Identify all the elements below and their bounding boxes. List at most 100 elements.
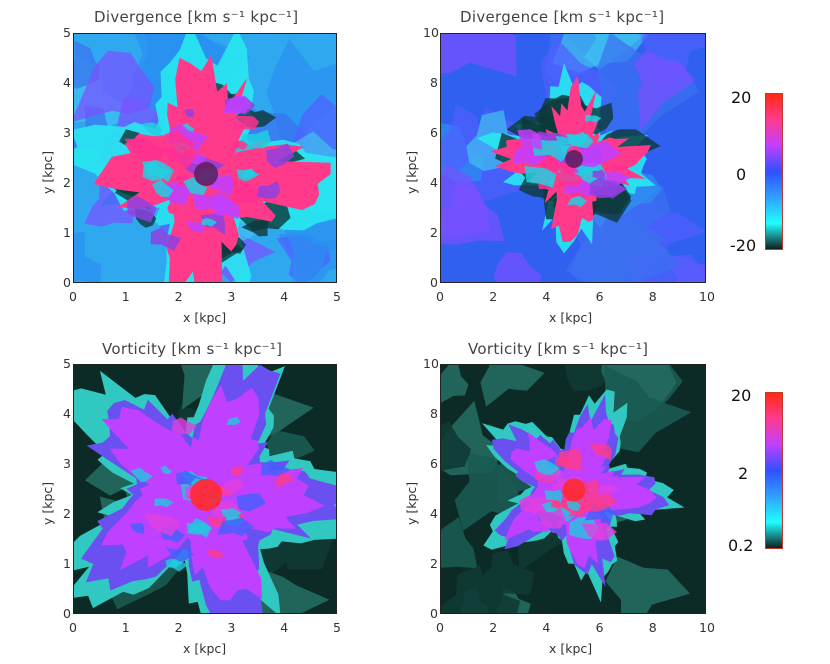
heatmap-svg-0	[74, 34, 336, 282]
y-tick-label: 8	[430, 75, 438, 90]
vorticity-speckle	[519, 496, 540, 514]
vorticity-speckle	[260, 459, 291, 477]
y-tick-label: 2	[430, 556, 438, 571]
heatmap-svg-2	[74, 365, 336, 613]
vorticity-speckle	[154, 498, 174, 508]
core-speckle	[231, 182, 264, 204]
vorticity-speckle	[536, 509, 566, 529]
vorticity-map-5kpc	[73, 364, 337, 614]
y-tick-label: 4	[63, 75, 71, 90]
heatmap-svg-3	[441, 365, 705, 613]
core-speckle	[585, 114, 602, 123]
core-speckle	[151, 179, 174, 198]
x-tick-label: 6	[595, 289, 604, 304]
x-tick-label: 2	[174, 620, 183, 635]
panel-title-divergence-left: Divergence [km s⁻¹ kpc⁻¹]	[94, 8, 299, 26]
core-speckle	[186, 221, 206, 233]
divergence-map-5kpc	[73, 33, 337, 283]
x-tick-label: 0	[436, 289, 444, 304]
core-speckle	[201, 218, 218, 227]
vorticity-speckle	[551, 500, 561, 511]
core-speckle	[266, 143, 295, 169]
vorticity-speckle	[589, 444, 612, 460]
background-patch	[441, 517, 478, 569]
core-speckle	[140, 122, 162, 137]
ylabel-2: y [kpc]	[40, 481, 55, 525]
x-tick-label: 8	[648, 620, 657, 635]
x-tick-label: 2	[489, 620, 498, 635]
vorticity-speckle	[550, 482, 561, 490]
vort-cbar-label-top: 20	[731, 386, 752, 405]
x-tick-label: 6	[595, 620, 604, 635]
x-tick-label: 5	[333, 620, 341, 635]
galaxy-centre	[562, 478, 586, 502]
x-tick-label: 4	[280, 620, 289, 635]
y-tick-label: 3	[63, 456, 71, 471]
x-tick-label: 10	[699, 620, 715, 635]
x-tick-label: 4	[542, 620, 551, 635]
x-tick-label: 0	[69, 620, 77, 635]
galaxy-centre	[194, 162, 218, 186]
core-speckle	[126, 195, 157, 223]
xlabel-3: x [kpc]	[549, 641, 593, 656]
background-patch	[480, 365, 545, 407]
heatmap-svg-1	[441, 34, 705, 282]
y-tick-label: 0	[63, 606, 71, 621]
y-tick-label: 2	[430, 225, 438, 240]
vorticity-map-10kpc	[440, 364, 706, 614]
y-tick-label: 3	[63, 125, 71, 140]
core-speckle	[233, 115, 260, 130]
y-tick-label: 2	[63, 506, 71, 521]
core-speckle	[524, 165, 557, 188]
x-tick-label: 3	[227, 620, 236, 635]
x-tick-label: 2	[489, 289, 498, 304]
background-patch	[74, 231, 102, 282]
ylabel-0: y [kpc]	[40, 150, 55, 194]
vorticity-speckle	[598, 485, 621, 496]
core-speckle	[512, 143, 548, 166]
div-cbar-label-bottom: -20	[730, 236, 757, 255]
vorticity-speckle	[544, 489, 563, 503]
panel-title-divergence-right: Divergence [km s⁻¹ kpc⁻¹]	[460, 8, 665, 26]
xlabel-2: x [kpc]	[183, 641, 227, 656]
panel-title-vorticity-right: Vorticity [km s⁻¹ kpc⁻¹]	[468, 340, 649, 358]
x-tick-label: 5	[333, 289, 341, 304]
vort-cbar-label-mid: 2	[738, 464, 749, 483]
x-tick-label: 4	[542, 289, 551, 304]
background-patch	[605, 556, 690, 613]
y-tick-label: 6	[430, 125, 438, 140]
vorticity-speckle	[186, 523, 213, 535]
vorticity-speckle	[217, 517, 255, 537]
divergence-map-10kpc	[440, 33, 706, 283]
xlabel-1: x [kpc]	[549, 310, 593, 325]
x-tick-label: 1	[121, 289, 130, 304]
y-tick-label: 2	[63, 175, 71, 190]
div-cbar-label-mid: 0	[736, 165, 747, 184]
core-speckle	[183, 176, 208, 197]
core-speckle	[256, 180, 281, 199]
core-speckle	[232, 140, 248, 150]
core-speckle	[223, 95, 251, 115]
core-speckle	[589, 177, 628, 199]
y-tick-label: 4	[63, 406, 71, 421]
vorticity-speckle	[130, 467, 153, 483]
background-patch	[441, 565, 521, 613]
vorticity-speckle	[274, 473, 295, 488]
vorticity-speckle	[172, 417, 197, 435]
y-tick-label: 10	[423, 356, 439, 371]
y-tick-label: 4	[430, 175, 438, 190]
core-speckle	[574, 141, 621, 168]
vorticity-speckle	[223, 477, 245, 495]
y-tick-label: 10	[423, 25, 439, 40]
x-tick-label: 0	[436, 620, 444, 635]
y-tick-label: 6	[430, 456, 438, 471]
galaxy-centre	[565, 150, 583, 168]
core-speckle	[517, 129, 542, 150]
ylabel-1: y [kpc]	[404, 150, 419, 194]
vorticity-speckle	[226, 416, 241, 426]
ylabel-3: y [kpc]	[404, 481, 419, 525]
core-speckle	[557, 167, 588, 187]
vorticity-speckle	[166, 547, 194, 563]
core-speckle	[192, 191, 234, 215]
background-patch	[472, 550, 535, 595]
